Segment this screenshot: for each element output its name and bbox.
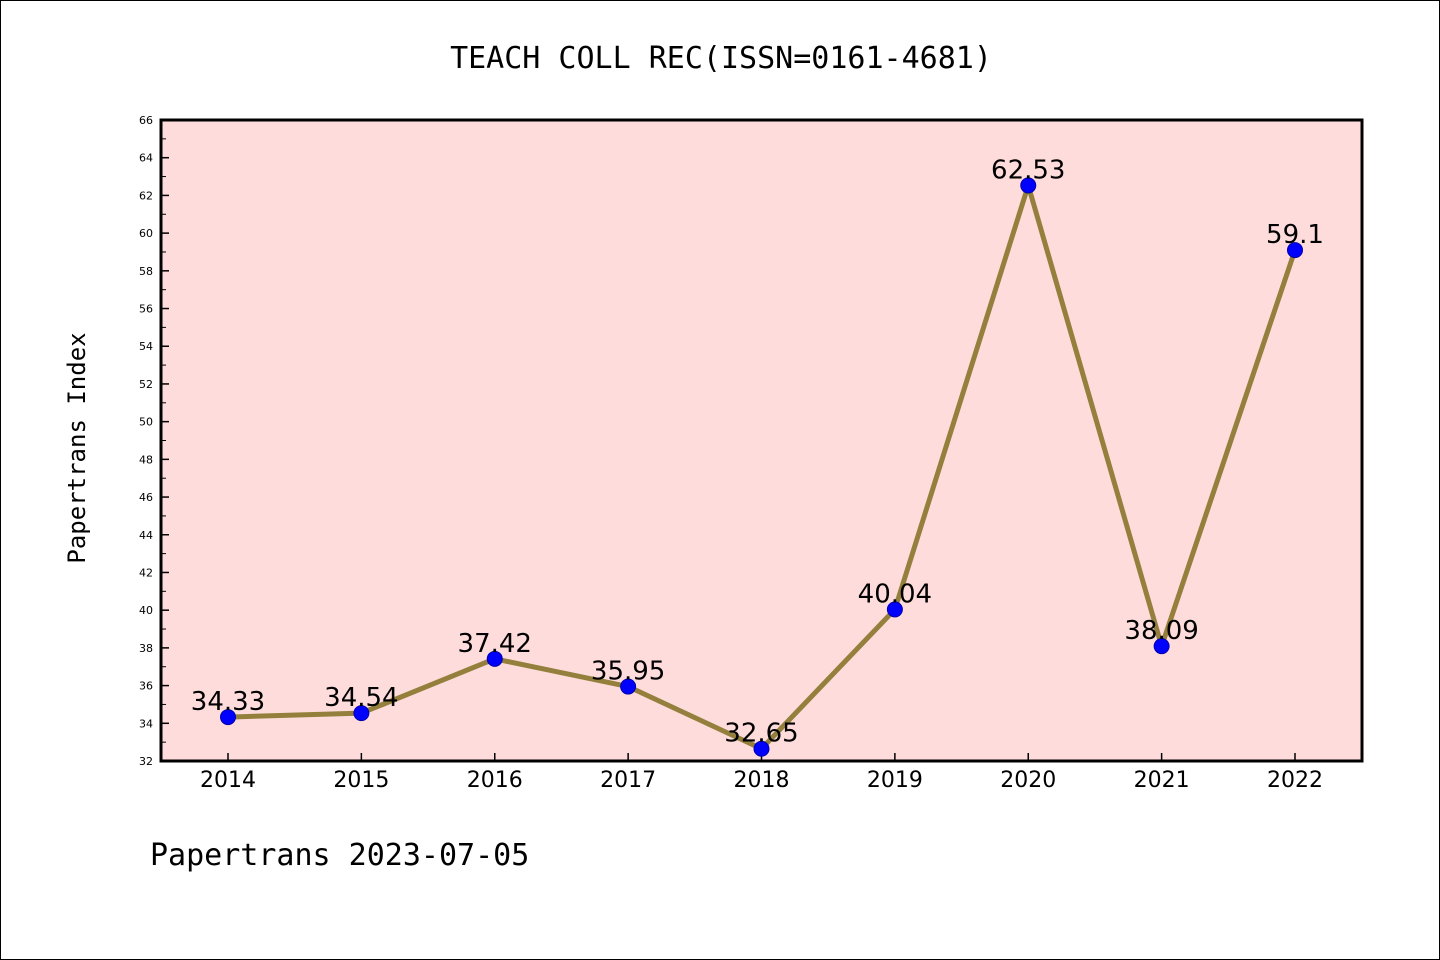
x-axis-ticks: 2014 2015 2016 2017 2018 2019 2020 2021 2022 bbox=[200, 753, 1323, 793]
data-label: 34.54 bbox=[324, 683, 398, 713]
data-label: 34.33 bbox=[191, 687, 265, 717]
data-label: 35.95 bbox=[591, 657, 665, 687]
data-point bbox=[353, 705, 370, 722]
y-tick-label: 38 bbox=[139, 642, 153, 655]
data-point bbox=[220, 709, 236, 726]
y-tick-label: 46 bbox=[139, 491, 153, 504]
footer-text: Papertrans 2023-07-05 bbox=[150, 838, 529, 873]
data-labels: 34.33 34.54 37.42 35.95 32.65 40.04 62.53 38.09… bbox=[191, 155, 1324, 748]
x-tick-label: 2014 bbox=[200, 768, 256, 793]
y-tick-label: 66 bbox=[139, 114, 153, 127]
plot-area bbox=[161, 120, 1362, 761]
x-tick-label: 2015 bbox=[333, 768, 389, 793]
y-tick-label: 64 bbox=[139, 152, 153, 165]
data-label: 59.1 bbox=[1266, 220, 1324, 250]
x-tick-label: 2019 bbox=[867, 768, 923, 793]
series-layer bbox=[220, 177, 1303, 757]
data-point bbox=[1287, 242, 1303, 259]
y-tick-label: 62 bbox=[139, 189, 153, 202]
x-tick-label: 2022 bbox=[1267, 768, 1323, 793]
data-label: 62.53 bbox=[991, 155, 1065, 185]
y-tick-label: 32 bbox=[139, 755, 153, 768]
y-tick-label: 34 bbox=[139, 717, 153, 730]
x-tick-label: 2020 bbox=[1000, 768, 1056, 793]
x-tick-label: 2017 bbox=[600, 768, 656, 793]
data-point bbox=[1153, 638, 1170, 655]
y-tick-label: 60 bbox=[139, 227, 153, 240]
chart-title: TEACH COLL REC(ISSN=0161-4681) bbox=[450, 41, 992, 76]
plot-border bbox=[159, 118, 1364, 763]
y-tick-label: 52 bbox=[139, 378, 153, 391]
data-label: 32.65 bbox=[724, 719, 798, 749]
x-tick-label: 2021 bbox=[1134, 768, 1190, 793]
x-tick-label: 2016 bbox=[467, 768, 523, 793]
y-tick-label: 50 bbox=[139, 416, 153, 429]
y-axis-ticks: 32 34 36 38 40 42 44 46 48 50 52 54 56 58 60 62 64 66 bbox=[139, 114, 169, 768]
y-axis-label: Papertrans Index bbox=[63, 332, 91, 563]
data-label: 38.09 bbox=[1124, 616, 1198, 646]
y-tick-label: 56 bbox=[139, 303, 153, 316]
y-tick-label: 54 bbox=[139, 340, 153, 353]
data-point bbox=[1020, 177, 1037, 194]
data-point bbox=[486, 650, 503, 667]
data-point bbox=[753, 740, 770, 757]
y-tick-label: 40 bbox=[139, 604, 153, 617]
data-label: 40.04 bbox=[858, 579, 932, 609]
y-tick-label: 44 bbox=[139, 529, 153, 542]
y-tick-label: 48 bbox=[139, 453, 153, 466]
y-tick-label: 58 bbox=[139, 265, 153, 278]
data-point bbox=[620, 678, 637, 695]
data-point bbox=[886, 601, 903, 618]
data-label: 37.42 bbox=[458, 629, 532, 659]
y-tick-label: 36 bbox=[139, 680, 153, 693]
y-tick-label: 42 bbox=[139, 566, 153, 579]
x-tick-label: 2018 bbox=[734, 768, 790, 793]
